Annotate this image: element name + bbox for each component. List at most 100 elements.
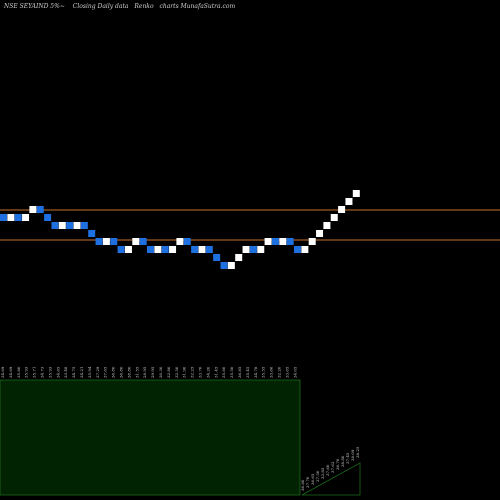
tick-label: 31.45 — [213, 366, 218, 378]
tick-label: 28.95 — [142, 366, 147, 378]
tick-label: 32.80 — [166, 366, 171, 378]
renko-brick-up — [301, 246, 309, 253]
tick-label-recent: 38.80 — [340, 455, 345, 467]
renko-brick-up — [235, 254, 243, 261]
tick-label-recent: 37.50 — [315, 470, 320, 482]
renko-brick-up — [132, 238, 140, 245]
renko-brick-down — [183, 238, 191, 245]
renko-brick-up — [176, 238, 184, 245]
tick-label: 34.65 — [55, 366, 60, 378]
renko-brick-down — [286, 238, 294, 245]
renko-brick-up — [29, 206, 37, 213]
tick-label: 36.80 — [111, 366, 116, 378]
tick-label-recent: 36.76 — [335, 458, 340, 470]
tick-label: 35.55 — [261, 366, 266, 378]
renko-brick-down — [213, 254, 221, 261]
tick-label-recent: 37.70 — [305, 476, 310, 488]
renko-brick-down — [88, 230, 96, 237]
renko-brick-down — [205, 246, 213, 253]
renko-brick-down — [36, 206, 44, 213]
tick-label: 36.85 — [237, 366, 242, 378]
tick-label-recent: 38.25 — [355, 446, 360, 458]
renko-brick-up — [316, 230, 324, 237]
renko-brick-up — [264, 238, 272, 245]
renko-brick-down — [271, 238, 279, 245]
tick-label: 34.78 — [253, 366, 258, 378]
volume-area-recent — [301, 462, 361, 496]
renko-brick-up — [227, 262, 235, 269]
renko-brick-up — [338, 206, 346, 213]
renko-brick-down — [139, 238, 147, 245]
renko-brick-up — [257, 246, 265, 253]
tick-label-recent: 37.45 — [345, 452, 350, 464]
tick-label: 35.50 — [229, 366, 234, 378]
reference-lines — [0, 209, 500, 241]
header-symbol: NSE SEYAIND 5%~ — [3, 3, 65, 10]
tick-label: 31.55 — [134, 366, 139, 378]
renko-brick-up — [22, 214, 30, 221]
renko-brick-down — [161, 246, 169, 253]
renko-brick-up — [242, 246, 250, 253]
tick-label: 34.69 — [8, 366, 13, 378]
renko-brick-up — [102, 238, 110, 245]
tick-label: 35.93 — [47, 366, 52, 378]
renko-brick-down — [147, 246, 154, 253]
tick-label: 34.20 — [205, 366, 210, 378]
renko-brick-up — [323, 222, 331, 229]
tick-label: 33.48 — [63, 366, 68, 378]
renko-brick-up — [154, 246, 162, 253]
tick-labels: 34.69 34.69 35.80 35.93 35.71 34.73 35.93 34.65… — [0, 366, 360, 491]
renko-brick-up — [198, 246, 206, 253]
tick-label: 34.05 — [292, 366, 297, 378]
tick-label: 35.94 — [87, 366, 92, 378]
tick-label: 32.50 — [174, 366, 179, 378]
volume-area — [0, 379, 301, 496]
tick-label-recent: 33.85 — [320, 467, 325, 479]
tick-label: 34.21 — [79, 367, 84, 378]
renko-brick-up — [73, 222, 81, 229]
renko-brick-down — [294, 246, 301, 253]
header-chart-name: Renko — [133, 3, 154, 10]
renko-brick-down — [117, 246, 125, 253]
renko-brick-down — [249, 246, 257, 253]
tick-label-recent: 37.60 — [325, 464, 330, 476]
tick-label: 36.80 — [119, 366, 124, 378]
tick-label: 33.70 — [198, 366, 203, 378]
renko-brick-up — [330, 214, 338, 221]
tick-label-recent: 38.09 — [350, 449, 355, 461]
tick-label: 34.73 — [40, 366, 45, 378]
renko-brick-up — [58, 222, 66, 229]
renko-brick-up — [124, 246, 132, 253]
renko-brick-up — [345, 198, 353, 205]
renko-brick-down — [51, 222, 59, 229]
volume-panel — [0, 379, 361, 496]
renko-brick-up — [308, 238, 316, 245]
tick-label: 35.71 — [32, 367, 37, 378]
tick-label: 31.90 — [182, 366, 187, 378]
renko-brick-up — [279, 238, 287, 245]
renko-brick-down — [80, 222, 88, 229]
tick-label: 35.45 — [245, 366, 250, 378]
renko-brick-down — [191, 246, 199, 253]
renko-brick-down — [95, 238, 103, 245]
tick-label: 33.66 — [269, 366, 274, 378]
tick-label-recent: 37.63 — [330, 461, 335, 473]
tick-label: 32.20 — [277, 366, 282, 378]
tick-label: 30.30 — [158, 366, 163, 378]
tick-label: 34.69 — [0, 366, 5, 378]
tick-label: 37.65 — [103, 366, 108, 378]
tick-label: 37.29 — [95, 366, 100, 378]
renko-brick-down — [44, 214, 52, 221]
tick-label: 35.80 — [221, 366, 226, 378]
tick-label-recent: 36.65 — [310, 473, 315, 485]
tick-label: 35.93 — [24, 366, 29, 378]
tick-label: 34.75 — [71, 366, 76, 378]
renko-brick-down — [66, 222, 74, 229]
tick-label: 33.65 — [284, 366, 289, 378]
renko-brick-down — [0, 214, 7, 221]
tick-label: 38.80 — [126, 366, 131, 378]
renko-brick-down — [14, 214, 22, 221]
tick-label: 35.80 — [16, 366, 21, 378]
header-site: charts MunafaSutra.com — [159, 3, 235, 10]
